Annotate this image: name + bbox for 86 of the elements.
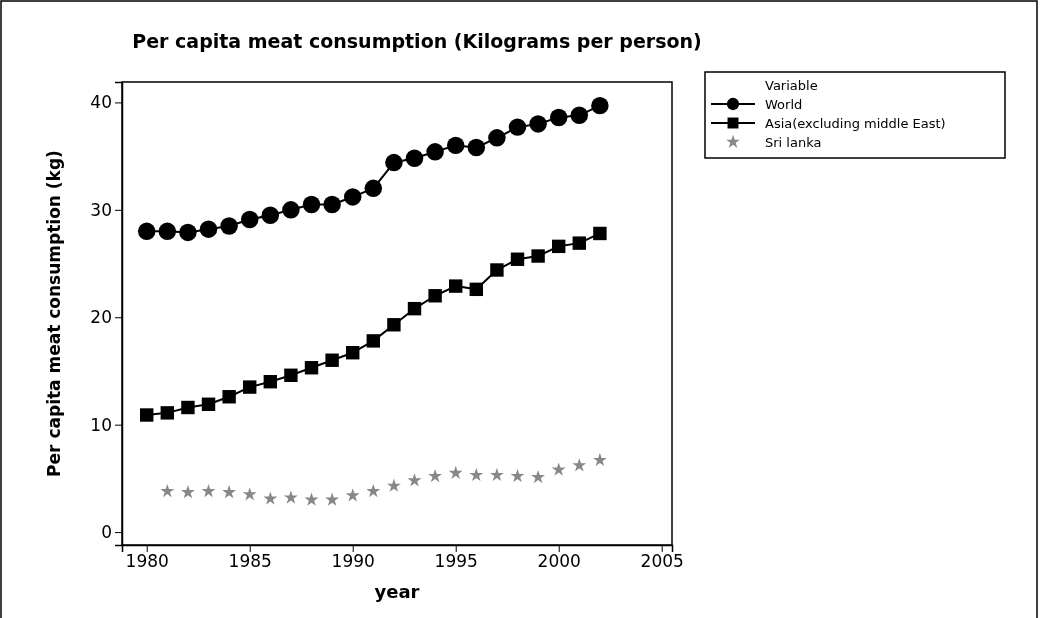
point <box>366 334 381 348</box>
point <box>510 468 525 483</box>
y-tick-label: 30 <box>90 199 112 220</box>
point <box>449 279 463 293</box>
point <box>345 488 360 502</box>
point <box>469 282 484 297</box>
point <box>428 289 442 303</box>
point <box>591 96 609 115</box>
point <box>220 217 238 235</box>
point <box>593 226 607 241</box>
point <box>510 252 525 266</box>
point <box>570 106 589 125</box>
point <box>346 346 360 360</box>
x-tick-label: 1995 <box>434 551 478 572</box>
y-tick-label: 10 <box>90 414 112 435</box>
point <box>325 492 340 506</box>
point <box>386 478 401 492</box>
point <box>592 452 607 467</box>
point <box>160 406 175 420</box>
point <box>261 206 280 224</box>
point <box>531 470 546 484</box>
point <box>282 201 300 219</box>
point <box>385 153 403 172</box>
point <box>140 408 154 422</box>
y-tick-label: 40 <box>90 92 112 113</box>
point <box>263 491 278 505</box>
point <box>180 485 195 499</box>
x-tick-label: 2005 <box>640 551 684 572</box>
point <box>201 397 216 411</box>
y-tick-label: 20 <box>90 307 112 328</box>
point <box>283 490 298 504</box>
point <box>243 380 257 394</box>
point <box>467 138 486 157</box>
point <box>572 236 587 250</box>
legend-label: World <box>765 97 803 112</box>
legend-label: Sri lanka <box>765 135 822 150</box>
point <box>222 485 237 499</box>
y-axis-title: Per capita meat consumption (kg) <box>44 150 64 477</box>
x-tick-label: 1990 <box>331 551 375 572</box>
point <box>572 458 587 472</box>
point <box>552 239 566 254</box>
point <box>158 222 177 241</box>
point <box>387 318 401 332</box>
point <box>428 468 443 483</box>
point <box>364 179 383 198</box>
point <box>304 492 319 506</box>
point <box>240 210 259 229</box>
point <box>488 129 506 147</box>
point <box>343 188 362 206</box>
point <box>426 143 444 161</box>
point <box>405 149 424 167</box>
x-axis-title: year <box>374 581 420 602</box>
point <box>137 222 156 241</box>
y-tick-label: 0 <box>101 522 112 543</box>
point <box>263 375 278 389</box>
point <box>489 467 504 482</box>
point <box>366 483 381 498</box>
x-tick-label: 1980 <box>125 551 169 572</box>
point <box>179 223 197 242</box>
point <box>490 263 504 277</box>
point <box>446 136 465 155</box>
point <box>304 361 319 375</box>
point <box>531 249 545 263</box>
chart-title: Per capita meat consumption (Kilograms per person) <box>132 30 702 52</box>
point <box>222 390 236 404</box>
point <box>549 108 568 127</box>
point <box>508 118 527 136</box>
point <box>551 462 566 476</box>
point <box>242 487 257 501</box>
point <box>407 473 422 487</box>
legend-title: Variable <box>765 78 818 93</box>
legend-label: Asia(excluding middle East) <box>765 116 946 131</box>
x-tick-label: 1985 <box>228 551 272 572</box>
point <box>529 115 547 133</box>
point <box>448 465 463 479</box>
point <box>201 483 216 498</box>
point <box>199 220 218 238</box>
point <box>323 195 341 214</box>
point <box>407 301 422 316</box>
x-tick-label: 2000 <box>537 551 581 572</box>
point <box>469 467 484 482</box>
point <box>181 400 195 415</box>
point <box>284 368 298 382</box>
point <box>160 483 175 498</box>
point <box>325 353 339 367</box>
point <box>302 195 321 214</box>
